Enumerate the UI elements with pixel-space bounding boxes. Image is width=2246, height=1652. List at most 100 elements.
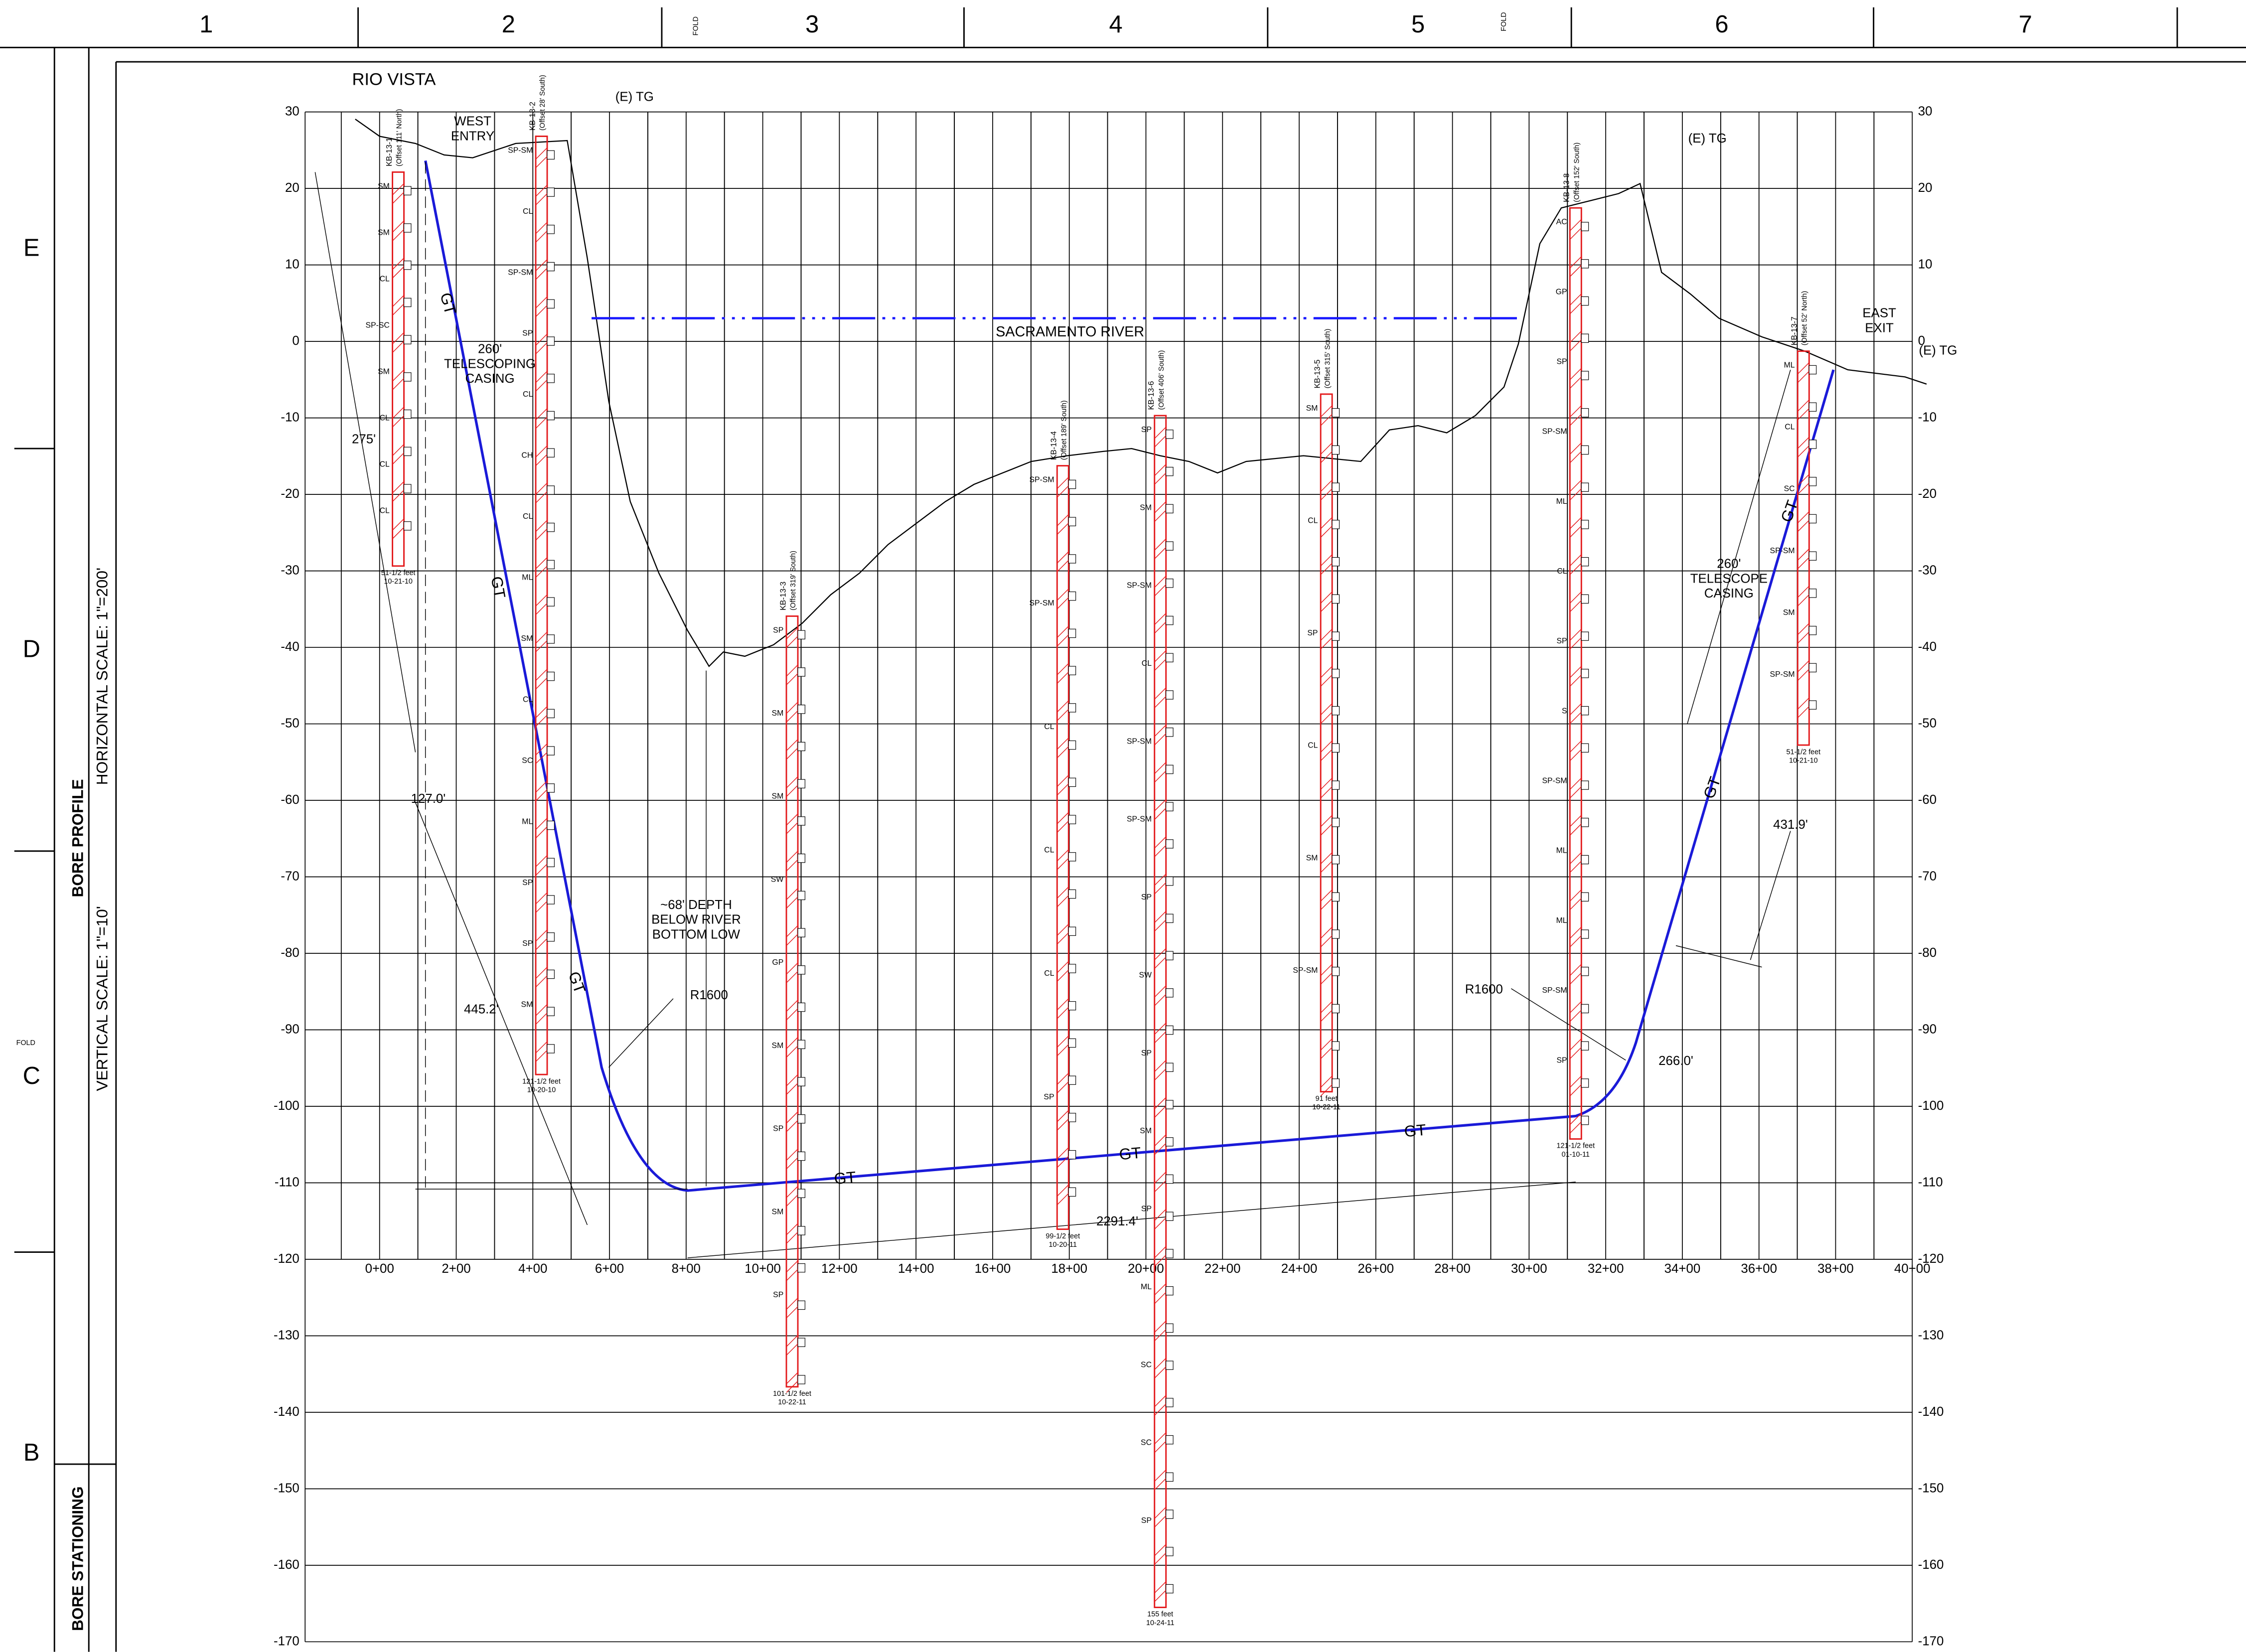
soil-code: ML bbox=[522, 817, 533, 826]
boring-depth: 155 feet bbox=[1147, 1611, 1173, 1619]
boring-depth: 91 feet bbox=[1316, 1095, 1338, 1103]
side-label: BORE PROFILE bbox=[68, 779, 86, 897]
soil-hatch bbox=[786, 627, 798, 648]
soil-hatch bbox=[535, 706, 548, 727]
soil-hatch bbox=[1154, 1097, 1167, 1118]
soil-code: SP bbox=[1141, 1205, 1152, 1213]
soil-hatch bbox=[1154, 576, 1167, 597]
sample bbox=[1166, 728, 1174, 737]
sample bbox=[1332, 557, 1340, 567]
soil-hatch bbox=[1320, 777, 1333, 798]
station-label: 0+00 bbox=[365, 1262, 394, 1276]
sample bbox=[1581, 408, 1589, 418]
sample bbox=[1166, 1323, 1174, 1333]
soil-hatch bbox=[786, 739, 798, 760]
station-label: 36+00 bbox=[1741, 1262, 1777, 1276]
annotation: GT bbox=[1403, 1121, 1427, 1141]
soil-hatch bbox=[1154, 1246, 1167, 1267]
soil-code: SM bbox=[772, 709, 784, 718]
sample bbox=[547, 225, 555, 234]
sample bbox=[1808, 440, 1817, 449]
soil-hatch bbox=[1154, 874, 1167, 895]
sample bbox=[797, 705, 805, 714]
station-label: 8+00 bbox=[672, 1262, 701, 1276]
soil-hatch bbox=[535, 520, 548, 541]
fold-mark: FOLD bbox=[692, 16, 700, 35]
soil-code: CH bbox=[521, 451, 533, 460]
dimension-lines bbox=[314, 162, 1791, 1258]
sample bbox=[403, 335, 412, 344]
soil-hatch bbox=[1154, 1059, 1167, 1081]
sample bbox=[1332, 743, 1340, 753]
sample bbox=[1166, 951, 1174, 960]
annotation: GT bbox=[487, 575, 509, 600]
station-label: 40+00 bbox=[1894, 1262, 1931, 1276]
annotation: BOTTOM LOW bbox=[652, 927, 741, 941]
soil-code: SP bbox=[1307, 629, 1318, 637]
soil-hatch bbox=[1056, 1072, 1069, 1094]
soil-hatch bbox=[1056, 998, 1069, 1019]
soil-hatch bbox=[786, 888, 798, 909]
sample bbox=[1808, 551, 1817, 561]
elevation-label: -90 bbox=[281, 1022, 299, 1036]
soil-hatch bbox=[786, 1186, 798, 1207]
annotation: 260' bbox=[1717, 557, 1741, 571]
soil-code: SM bbox=[1783, 608, 1795, 617]
annotation: 2291.4' bbox=[1096, 1214, 1138, 1228]
soil-hatch bbox=[1320, 815, 1333, 836]
sample bbox=[547, 783, 555, 793]
station-label: 26+00 bbox=[1358, 1262, 1394, 1276]
soil-hatch bbox=[535, 259, 548, 280]
soil-code: SC bbox=[1141, 1360, 1152, 1369]
soil-code: SM bbox=[378, 228, 390, 237]
soil-code: ML bbox=[1556, 847, 1567, 855]
soil-hatch bbox=[1154, 687, 1167, 708]
soil-code: SP bbox=[773, 1125, 783, 1133]
station-label: 22+00 bbox=[1204, 1262, 1241, 1276]
sample bbox=[1166, 1472, 1174, 1482]
boring-log bbox=[1154, 415, 1167, 1608]
soil-hatch bbox=[786, 1074, 798, 1095]
soil-hatch bbox=[1797, 623, 1809, 644]
soil-hatch bbox=[1569, 1001, 1582, 1022]
boring-date: 10-21-10 bbox=[384, 578, 412, 586]
sample bbox=[1166, 1584, 1174, 1594]
sample bbox=[797, 1077, 805, 1086]
soil-code: SP bbox=[1044, 1093, 1054, 1101]
annotation: CASING bbox=[465, 372, 514, 386]
soil-hatch bbox=[535, 296, 548, 317]
soil-hatch bbox=[1154, 725, 1167, 746]
sample bbox=[547, 262, 555, 272]
elevation-label: 0 bbox=[1918, 334, 1925, 348]
sample bbox=[1808, 700, 1817, 710]
elevation-label: -40 bbox=[281, 640, 299, 654]
elevation-label: 10 bbox=[285, 257, 299, 271]
row-label: B bbox=[23, 1439, 40, 1466]
sample bbox=[547, 858, 555, 867]
annotation: SACRAMENTO RIVER bbox=[996, 324, 1144, 340]
sample bbox=[1068, 628, 1076, 638]
sample bbox=[1808, 477, 1817, 486]
sample bbox=[1166, 1249, 1174, 1258]
elevation-label: -60 bbox=[1918, 793, 1937, 807]
sample bbox=[1581, 371, 1589, 380]
elevation-label: -80 bbox=[281, 946, 299, 960]
sample bbox=[797, 1300, 805, 1310]
sample bbox=[403, 298, 412, 307]
sample bbox=[1068, 1113, 1076, 1122]
soil-hatch bbox=[1056, 663, 1069, 684]
soil-hatch bbox=[1154, 427, 1167, 448]
soil-hatch bbox=[535, 184, 548, 205]
sample bbox=[1581, 557, 1589, 567]
soil-hatch bbox=[1569, 740, 1582, 761]
soil-hatch bbox=[392, 444, 405, 465]
soil-hatch bbox=[392, 481, 405, 502]
soil-hatch bbox=[392, 407, 405, 428]
sample bbox=[797, 779, 805, 788]
annotation: CASING bbox=[1704, 587, 1754, 601]
annotation: (E) TG bbox=[615, 90, 654, 104]
soil-hatch bbox=[1154, 1506, 1167, 1528]
soil-hatch bbox=[1154, 911, 1167, 932]
soil-hatch bbox=[1569, 443, 1582, 463]
sample bbox=[1332, 967, 1340, 976]
